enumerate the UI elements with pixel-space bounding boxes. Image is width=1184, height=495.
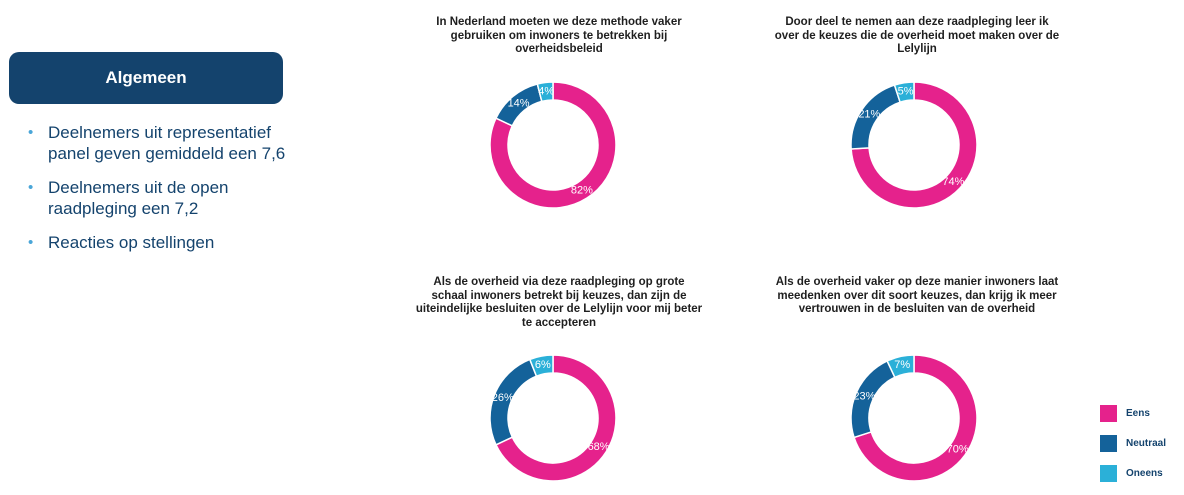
donut-label-eens: 70%	[947, 444, 969, 456]
chart-title-3: Als de overheid via deze raadpleging op …	[415, 276, 703, 329]
section-header: Algemeen	[9, 52, 283, 104]
donut-chart-4: 70% 23% 7%	[850, 354, 978, 482]
donut-slice-oneens	[893, 81, 915, 104]
donut-label-eens: 74%	[942, 176, 964, 188]
chart-title-4: Als de overheid vaker op deze manier inw…	[775, 276, 1059, 315]
bullet-text: Deelnemers uit de open raadpleging een 7…	[48, 178, 229, 218]
legend-swatch-oneens	[1100, 465, 1117, 482]
donut-slice-eens	[489, 81, 617, 209]
donut-label-oneens: 7%	[894, 359, 910, 371]
bullet-text: Deelnemers uit representatief panel geve…	[48, 123, 286, 163]
donut-slice-eens	[850, 81, 978, 209]
bullet-dot-icon: •	[28, 179, 34, 196]
donut-label-neutraal: 14%	[508, 97, 530, 109]
legend-swatch-eens	[1100, 405, 1117, 422]
donut-label-oneens: 6%	[535, 359, 551, 371]
bullet-item: • Deelnemers uit representatief panel gev…	[28, 122, 288, 164]
bullet-list: • Deelnemers uit representatief panel gev…	[28, 122, 288, 266]
bullet-dot-icon: •	[28, 234, 34, 251]
donut-slice-eens	[853, 354, 978, 482]
chart-title-1: In Nederland moeten we deze methode vake…	[436, 16, 682, 55]
legend-item-eens: Eens	[1100, 405, 1166, 422]
donut-slice-oneens	[536, 81, 554, 103]
donut-label-eens: 68%	[588, 441, 610, 453]
donut-label-eens: 82%	[571, 184, 593, 196]
donut-chart-2: 74% 21% 5%	[850, 81, 978, 209]
chart-title-2: Door deel te nemen aan deze raadpleging …	[774, 16, 1060, 55]
donut-slice-oneens	[528, 354, 554, 378]
donut-label-neutraal: 21%	[858, 109, 880, 121]
donut-label-oneens: 5%	[898, 86, 914, 98]
donut-slice-eens	[494, 354, 617, 482]
donut-chart-1: 82% 14% 4%	[489, 81, 617, 209]
bullet-item: • Deelnemers uit de open raadpleging een …	[28, 177, 288, 219]
legend-label-oneens: Oneens	[1126, 468, 1163, 479]
bullet-item: • Reacties op stellingen	[28, 232, 288, 253]
legend-label-eens: Eens	[1126, 408, 1150, 419]
section-header-label: Algemeen	[105, 68, 187, 87]
donut-slice-oneens	[886, 354, 915, 379]
donut-label-oneens: 4%	[538, 85, 554, 97]
legend-item-oneens: Oneens	[1100, 465, 1166, 482]
donut-label-neutraal: 26%	[492, 392, 514, 404]
legend-item-neutraal: Neutraal	[1100, 435, 1166, 452]
legend-label-neutraal: Neutraal	[1126, 438, 1167, 449]
donut-label-neutraal: 23%	[853, 390, 875, 402]
bullet-dot-icon: •	[28, 124, 34, 141]
legend-swatch-neutraal	[1100, 435, 1117, 452]
donut-chart-3: 68% 26% 6%	[489, 354, 617, 482]
bullet-text: Reacties op stellingen	[48, 233, 215, 252]
legend: Eens Neutraal Oneens	[1100, 405, 1166, 495]
